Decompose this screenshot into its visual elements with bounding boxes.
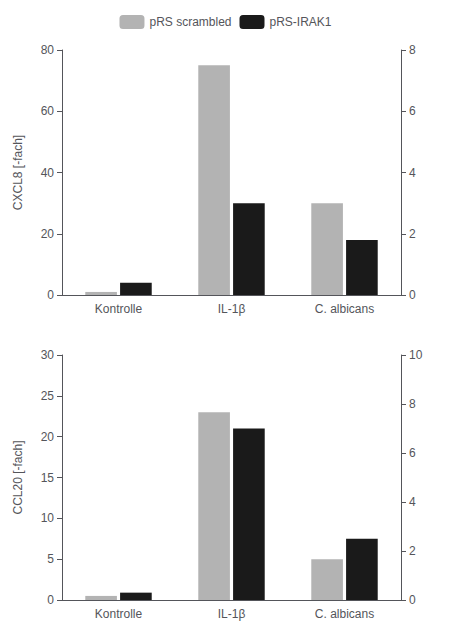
- svg-text:10: 10: [409, 348, 423, 362]
- svg-text:pRS-IRAK1: pRS-IRAK1: [270, 15, 332, 29]
- svg-text:0: 0: [47, 593, 54, 607]
- svg-text:6: 6: [409, 446, 416, 460]
- svg-text:10: 10: [41, 511, 55, 525]
- svg-text:Kontrolle: Kontrolle: [95, 607, 143, 621]
- svg-text:CXCL8 [-fach]: CXCL8 [-fach]: [11, 135, 25, 210]
- svg-text:C. albicans: C. albicans: [315, 302, 374, 316]
- svg-text:0: 0: [47, 288, 54, 302]
- svg-text:4: 4: [409, 495, 416, 509]
- svg-text:8: 8: [409, 397, 416, 411]
- svg-text:0: 0: [409, 288, 416, 302]
- svg-text:20: 20: [41, 227, 55, 241]
- svg-text:30: 30: [41, 348, 55, 362]
- svg-text:8: 8: [409, 43, 416, 57]
- svg-text:20: 20: [41, 430, 55, 444]
- svg-text:pRS scrambled: pRS scrambled: [149, 15, 231, 29]
- svg-text:80: 80: [41, 43, 55, 57]
- svg-text:60: 60: [41, 104, 55, 118]
- svg-text:C. albicans: C. albicans: [315, 607, 374, 621]
- svg-text:2: 2: [409, 544, 416, 558]
- svg-text:CCL20 [-fach]: CCL20 [-fach]: [11, 440, 25, 514]
- svg-text:0: 0: [409, 593, 416, 607]
- svg-text:IL-1β: IL-1β: [218, 302, 246, 316]
- svg-text:6: 6: [409, 104, 416, 118]
- svg-text:15: 15: [41, 471, 55, 485]
- svg-text:4: 4: [409, 166, 416, 180]
- svg-text:5: 5: [47, 552, 54, 566]
- svg-text:IL-1β: IL-1β: [218, 607, 246, 621]
- svg-text:Kontrolle: Kontrolle: [95, 302, 143, 316]
- svg-text:2: 2: [409, 227, 416, 241]
- svg-text:25: 25: [41, 389, 55, 403]
- svg-text:40: 40: [41, 166, 55, 180]
